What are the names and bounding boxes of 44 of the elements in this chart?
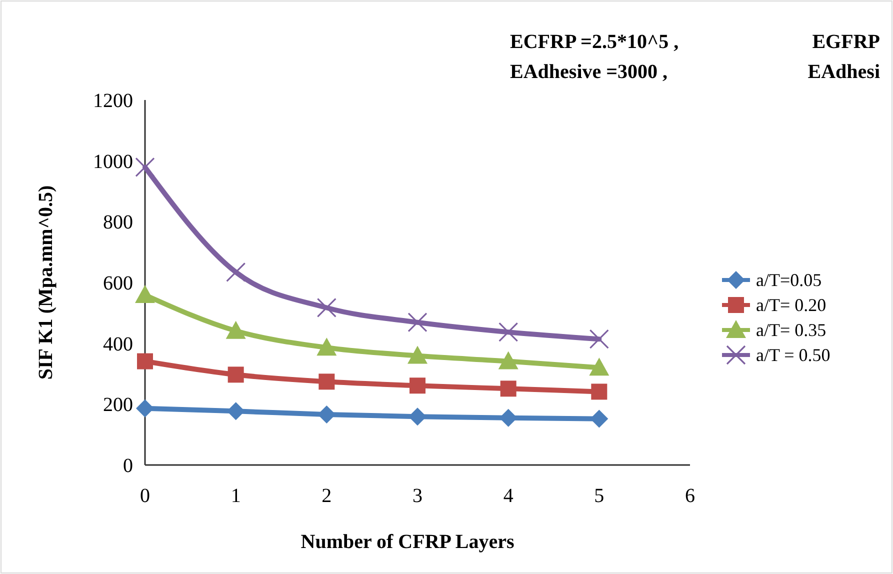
text: EAdhesi (808, 61, 880, 83)
y-tick-label: 0 (123, 455, 133, 477)
legend-label: a/T= 0.35 (756, 320, 826, 340)
point (135, 284, 155, 303)
text: EAdhesive =3000 , (510, 61, 668, 83)
point (410, 378, 426, 394)
y-tick-label: 600 (103, 272, 133, 294)
point (316, 338, 337, 356)
legend-label: a/T = 0.50 (756, 345, 830, 365)
x-tick-label: 6 (685, 485, 695, 507)
point (589, 329, 609, 349)
x-axis-title: Number of CFRP Layers (300, 531, 514, 553)
point (226, 320, 246, 339)
legend-label: a/T= 0.20 (756, 295, 826, 315)
text: EGFRP (812, 31, 880, 53)
point (500, 380, 516, 397)
point (498, 351, 518, 370)
text: ECFRP =2.5*10^5 , (510, 31, 679, 53)
point (136, 399, 154, 418)
point (589, 358, 610, 376)
point (498, 322, 518, 342)
point (408, 346, 428, 364)
y-tick-label: 1000 (93, 150, 133, 173)
point (226, 262, 246, 282)
x-tick-label: 2 (322, 485, 332, 507)
y-tick-label: 400 (103, 333, 133, 356)
legend-label: a/T=0.05 (756, 270, 822, 290)
point (408, 312, 428, 332)
x-tick-label: 0 (140, 485, 150, 507)
point (135, 157, 155, 178)
x-tick-label: 4 (503, 485, 514, 507)
point (137, 353, 153, 370)
point (318, 374, 335, 390)
y-tick-label: 200 (103, 394, 133, 416)
y-tick-label: 1200 (93, 90, 133, 112)
point (316, 298, 336, 318)
x-tick-label: 3 (412, 485, 422, 507)
y-axis-title: SIF K1 (Mpa.mm^0.5) (35, 185, 57, 380)
point (228, 366, 244, 383)
x-tick-label: 1 (230, 485, 241, 507)
point (591, 384, 608, 400)
y-tick-label: 800 (103, 212, 133, 234)
point (408, 408, 426, 426)
x-tick-label: 5 (594, 485, 604, 507)
